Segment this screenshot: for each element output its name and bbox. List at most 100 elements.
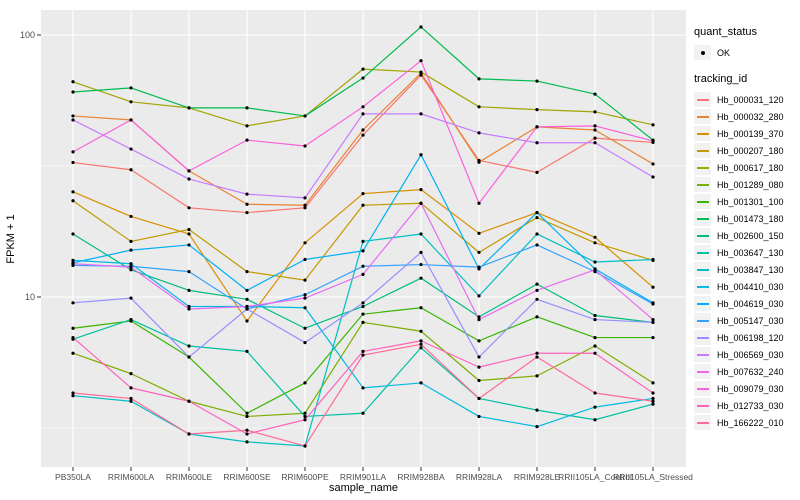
data-point xyxy=(71,262,75,266)
legend-title-tracking-id: tracking_id xyxy=(694,73,748,85)
data-point xyxy=(245,414,249,419)
data-point xyxy=(593,141,597,145)
legend-item-label: Hb_002600_150 xyxy=(717,230,784,241)
data-point xyxy=(419,381,423,385)
data-point xyxy=(71,391,75,395)
data-point xyxy=(593,241,597,245)
data-point xyxy=(71,190,75,194)
data-point xyxy=(535,315,539,319)
legend-key xyxy=(694,126,711,141)
data-point xyxy=(651,402,655,406)
point-marker-icon xyxy=(700,50,705,55)
data-point xyxy=(187,169,191,173)
data-point xyxy=(477,365,481,369)
x-tick-label: PB350LA xyxy=(55,472,91,482)
data-point xyxy=(477,317,481,322)
data-point xyxy=(651,302,655,306)
data-point xyxy=(477,131,481,135)
legend-item: Hb_003847_130 xyxy=(694,261,784,278)
x-tick-label: RRIM928LA xyxy=(456,472,503,482)
data-point xyxy=(535,355,539,359)
legend-line-swatch-icon xyxy=(696,336,709,339)
legend-item-label: Hb_000139_370 xyxy=(717,128,784,139)
legend-item-label: Hb_000207_180 xyxy=(717,145,784,156)
data-point xyxy=(361,192,365,196)
data-point xyxy=(129,386,133,390)
data-point xyxy=(477,355,481,359)
legend-key xyxy=(694,143,711,158)
data-point xyxy=(361,320,365,324)
data-point xyxy=(651,391,655,395)
legend-item-label: Hb_005147_030 xyxy=(717,315,784,326)
data-point xyxy=(361,105,365,109)
x-axis-title: sample_name xyxy=(328,482,399,494)
data-point xyxy=(129,372,133,376)
data-point xyxy=(245,349,249,353)
legend-line-swatch-icon xyxy=(696,404,709,407)
data-point xyxy=(129,396,133,401)
data-point xyxy=(303,203,307,207)
x-tick-label: RRIM600SE xyxy=(223,472,271,482)
data-point xyxy=(651,335,655,340)
data-point xyxy=(593,124,597,128)
data-point xyxy=(593,335,597,340)
data-point xyxy=(245,432,249,436)
data-point xyxy=(361,133,365,137)
data-point xyxy=(187,432,191,436)
data-point xyxy=(651,317,655,322)
data-point xyxy=(361,349,365,353)
data-point xyxy=(477,294,481,298)
legend-line-swatch-icon xyxy=(696,285,709,288)
data-point xyxy=(187,307,191,311)
legend-item: Hb_000617_180 xyxy=(694,159,784,176)
legend-items-list: Hb_000031_120 Hb_000032_280 Hb_000139_370 H… xyxy=(694,91,784,431)
legend-line-swatch-icon xyxy=(696,234,709,237)
legend-item-label: Hb_009079_030 xyxy=(717,383,784,394)
legend-key xyxy=(694,109,711,124)
legend-item: Hb_004410_030 xyxy=(694,278,784,295)
data-point xyxy=(187,177,191,181)
legend-item-label: Hb_001473_180 xyxy=(717,213,784,224)
x-tick-label: RRIM928LE xyxy=(514,472,561,482)
data-point xyxy=(71,114,75,118)
legend-item-label: OK xyxy=(717,47,731,58)
data-point xyxy=(129,100,133,104)
data-point xyxy=(129,265,133,269)
data-point xyxy=(361,304,365,309)
data-point xyxy=(303,257,307,262)
data-point xyxy=(245,319,249,323)
data-point xyxy=(71,258,75,262)
legend-item: Hb_001301_100 xyxy=(694,193,784,210)
x-tick-label: RRII105LA_Stressed xyxy=(613,472,693,482)
data-point xyxy=(303,381,307,385)
data-point xyxy=(593,128,597,132)
x-tick-label: RRII105LA_Control xyxy=(558,472,632,482)
data-point xyxy=(477,160,481,164)
legend-item: Hb_007632_240 xyxy=(694,363,784,380)
data-point xyxy=(419,250,423,254)
legend-item-label: Hb_166222_010 xyxy=(717,417,784,428)
legend-item-label: Hb_012733_030 xyxy=(717,400,784,411)
data-point xyxy=(71,150,75,154)
data-point xyxy=(303,144,307,148)
legend-line-swatch-icon xyxy=(696,217,709,220)
data-point xyxy=(129,214,133,219)
data-point xyxy=(303,414,307,419)
data-point xyxy=(71,394,75,398)
data-point xyxy=(477,378,481,383)
y-axis-title: FPKM + 1 xyxy=(5,214,17,264)
legend-key xyxy=(694,194,711,209)
legend-item: Hb_001473_180 xyxy=(694,210,784,227)
data-point xyxy=(593,92,597,96)
data-point xyxy=(419,201,423,205)
data-point xyxy=(535,288,539,292)
data-point xyxy=(651,139,655,143)
data-point xyxy=(245,307,249,311)
data-point xyxy=(187,106,191,110)
data-point xyxy=(477,315,481,319)
data-point xyxy=(651,257,655,262)
data-point xyxy=(651,320,655,324)
legend-line-swatch-icon xyxy=(696,268,709,271)
